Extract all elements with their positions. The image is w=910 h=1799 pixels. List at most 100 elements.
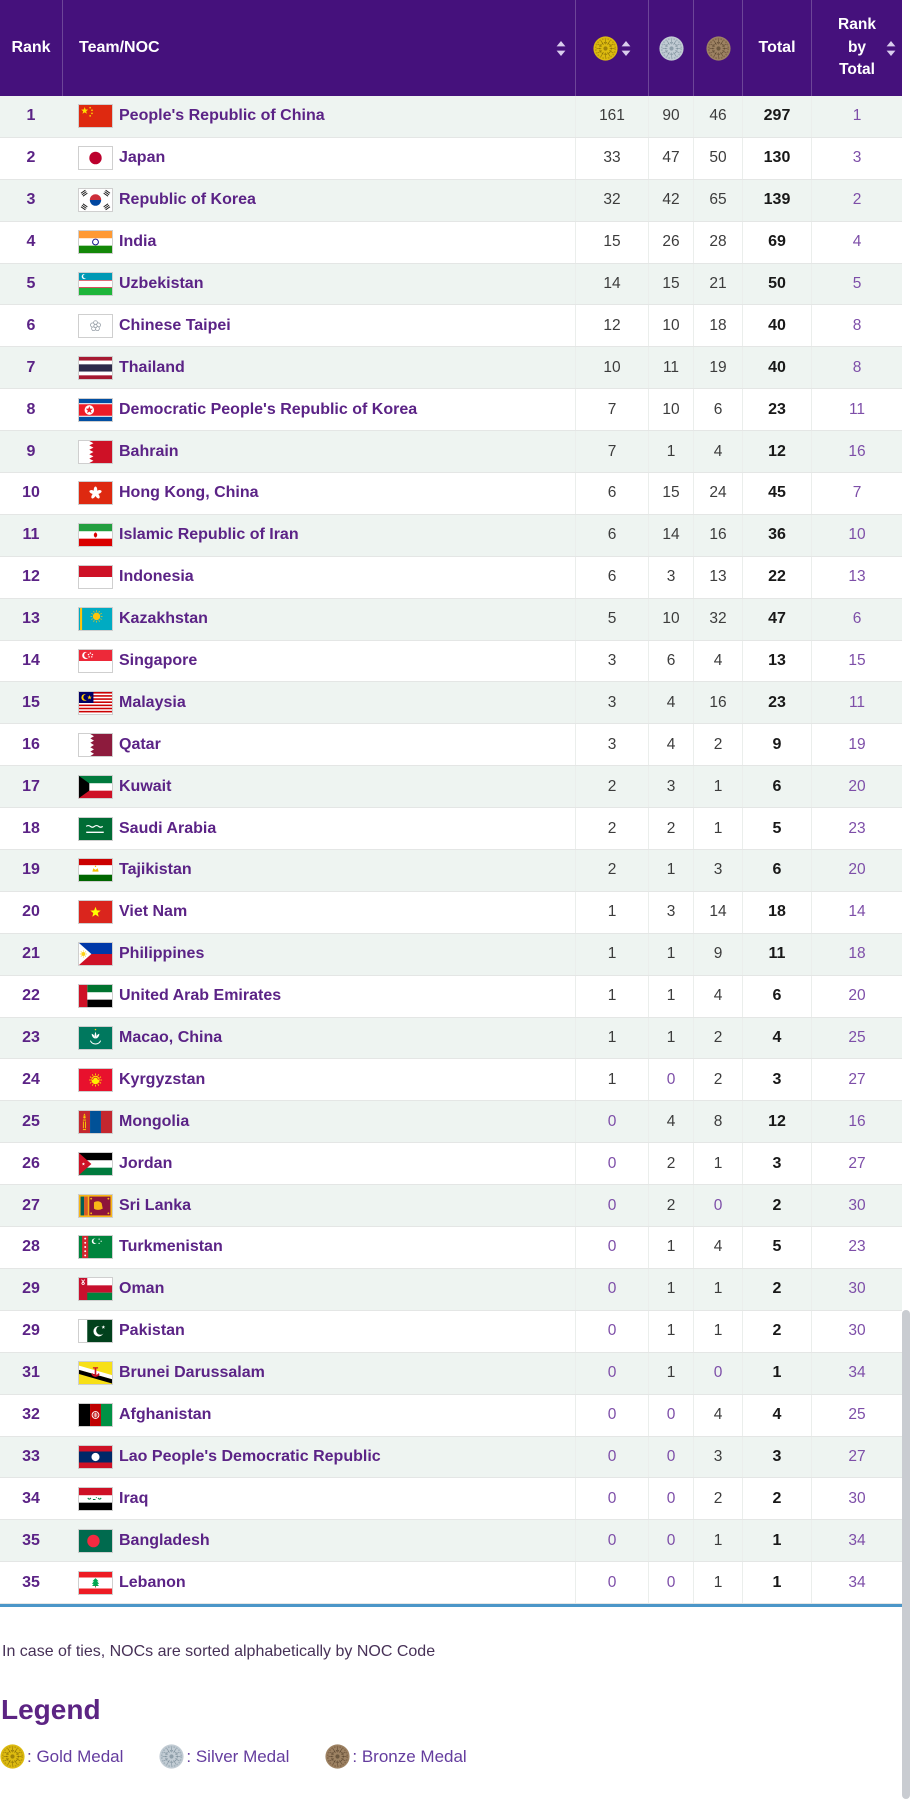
table-row: 34 Iraq 0 0 2 2 30: [0, 1478, 902, 1521]
rank-by-total-cell: 30: [811, 1185, 902, 1227]
gold-count-cell: 1: [575, 891, 648, 933]
rank-cell: 29: [22, 1280, 40, 1298]
gold-count-cell: 0: [575, 1227, 648, 1268]
silver-count-cell: 42: [648, 179, 693, 221]
team-cell[interactable]: Afghanistan: [62, 1395, 575, 1436]
gold-count-cell: 1: [575, 975, 648, 1017]
team-cell[interactable]: Viet Nam: [62, 892, 575, 933]
team-cell[interactable]: Chinese Taipei: [62, 305, 575, 346]
gold-count-cell: 2: [575, 766, 648, 808]
column-header-silver[interactable]: [648, 0, 693, 96]
total-cell: 23: [742, 389, 811, 431]
gold-count-cell: 0: [575, 1185, 648, 1227]
rank-cell: 26: [22, 1154, 40, 1172]
team-cell[interactable]: Bangladesh: [62, 1520, 575, 1561]
team-cell[interactable]: Jordan: [62, 1143, 575, 1184]
rank-by-total-cell: 23: [811, 1227, 902, 1268]
team-name: India: [119, 233, 157, 251]
legend-item: : Bronze Medal: [325, 1744, 467, 1769]
medal-table: Rank Team/NOC: [0, 0, 902, 1605]
team-cell[interactable]: Qatar: [62, 724, 575, 765]
total-cell: 12: [742, 1101, 811, 1143]
team-cell[interactable]: Uzbekistan: [62, 264, 575, 305]
bronze-count-cell: 24: [693, 473, 742, 514]
team-cell[interactable]: Brunei Darussalam: [62, 1353, 575, 1394]
table-row: 13 Kazakhstan 5 10 32 47 6: [0, 598, 902, 641]
silver-count-cell: 0: [648, 1394, 693, 1436]
table-row: 27 Sri Lanka 0 2 0 2 30: [0, 1185, 902, 1228]
team-name: Hong Kong, China: [119, 484, 259, 502]
team-cell[interactable]: Iraq: [62, 1478, 575, 1519]
bronze-count-cell: 46: [693, 96, 742, 137]
gold-count-cell: 6: [575, 556, 648, 598]
team-cell[interactable]: Turkmenistan: [62, 1227, 575, 1268]
team-cell[interactable]: Macao, China: [62, 1018, 575, 1059]
team-cell[interactable]: Singapore: [62, 641, 575, 682]
bronze-count-cell: 1: [693, 1310, 742, 1352]
silver-count-cell: 15: [648, 473, 693, 514]
silver-count-cell: 1: [648, 1310, 693, 1352]
sort-icon[interactable]: [621, 40, 631, 56]
silver-count-cell: 1: [648, 975, 693, 1017]
flag-icon-uae: [78, 984, 113, 1009]
team-cell[interactable]: Republic of Korea: [62, 180, 575, 221]
total-cell: 5: [742, 808, 811, 850]
team-cell[interactable]: Islamic Republic of Iran: [62, 515, 575, 556]
team-cell[interactable]: Kyrgyzstan: [62, 1059, 575, 1100]
team-cell[interactable]: Hong Kong, China: [62, 473, 575, 514]
team-cell[interactable]: Bahrain: [62, 431, 575, 472]
flag-icon-hkg: [78, 481, 113, 506]
team-cell[interactable]: United Arab Emirates: [62, 976, 575, 1017]
team-cell[interactable]: People's Republic of China: [62, 96, 575, 137]
team-cell[interactable]: Malaysia: [62, 682, 575, 723]
team-name: Kuwait: [119, 777, 172, 795]
bronze-count-cell: 3: [693, 1436, 742, 1478]
team-cell[interactable]: India: [62, 222, 575, 263]
column-header-rank[interactable]: Rank: [0, 0, 62, 96]
table-row: 16 Qatar 3 4 2 9 19: [0, 724, 902, 767]
team-cell[interactable]: Lebanon: [62, 1562, 575, 1603]
team-cell[interactable]: Japan: [62, 138, 575, 179]
team-cell[interactable]: Democratic People's Republic of Korea: [62, 389, 575, 430]
team-cell[interactable]: Sri Lanka: [62, 1185, 575, 1226]
rank-by-total-cell: 2: [811, 179, 902, 221]
team-cell[interactable]: Kazakhstan: [62, 599, 575, 640]
silver-count-cell: 1: [648, 1017, 693, 1059]
gold-medal-icon: [0, 1744, 25, 1769]
legend-title: Legend: [1, 1694, 101, 1725]
total-cell: 6: [742, 975, 811, 1017]
silver-count-cell: 11: [648, 347, 693, 389]
bronze-count-cell: 1: [693, 1143, 742, 1185]
column-header-gold[interactable]: [575, 0, 648, 96]
team-cell[interactable]: Lao People's Democratic Republic: [62, 1437, 575, 1478]
column-header-team[interactable]: Team/NOC: [62, 0, 575, 96]
team-cell[interactable]: Pakistan: [62, 1311, 575, 1352]
sort-icon[interactable]: [556, 40, 566, 56]
team-cell[interactable]: Tajikistan: [62, 850, 575, 891]
table-row: 7 Thailand 10 11 19 40 8: [0, 347, 902, 390]
team-cell[interactable]: Thailand: [62, 347, 575, 388]
rank-cell: 8: [26, 400, 36, 418]
gold-count-cell: 5: [575, 598, 648, 640]
team-cell[interactable]: Mongolia: [62, 1101, 575, 1142]
column-header-total[interactable]: Total: [742, 0, 811, 96]
column-header-bronze[interactable]: [693, 0, 742, 96]
scrollbar-thumb[interactable]: [902, 1310, 910, 1799]
rank-by-total-cell: 15: [811, 640, 902, 682]
rank-by-total-column-label: Rank by Total: [838, 16, 876, 79]
column-header-rank-by-total[interactable]: Rank by Total: [811, 0, 902, 96]
flag-icon-mac: [78, 1026, 113, 1051]
team-cell[interactable]: Indonesia: [62, 557, 575, 598]
table-row: 29 Pakistan 0 1 1 2 30: [0, 1310, 902, 1353]
team-cell[interactable]: Kuwait: [62, 766, 575, 807]
gold-count-cell: 2: [575, 808, 648, 850]
team-cell[interactable]: Oman: [62, 1269, 575, 1310]
bronze-count-cell: 19: [693, 347, 742, 389]
flag-icon-tkm: [78, 1235, 113, 1260]
team-cell[interactable]: Philippines: [62, 934, 575, 975]
team-cell[interactable]: Saudi Arabia: [62, 808, 575, 849]
table-row: 4 India 15 26 28 69 4: [0, 221, 902, 264]
bronze-count-cell: 1: [693, 1562, 742, 1604]
sort-icon[interactable]: [886, 41, 896, 56]
gold-count-cell: 3: [575, 682, 648, 724]
